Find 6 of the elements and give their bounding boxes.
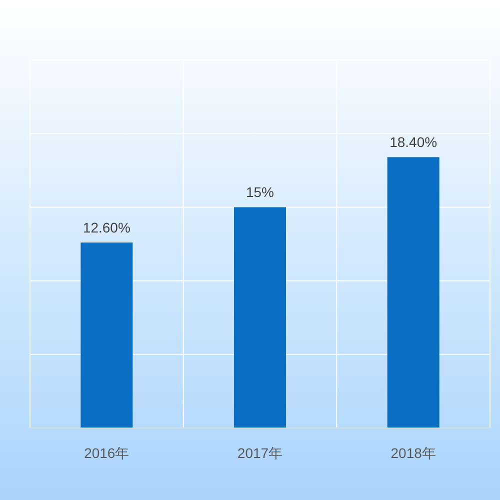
x-tick-label: 2017年: [237, 445, 283, 461]
data-label: 18.40%: [390, 134, 438, 150]
data-label: 15%: [246, 184, 274, 200]
data-label: 12.60%: [82, 220, 130, 236]
x-tick-label: 2016年: [84, 445, 130, 461]
x-tick-label: 2018年: [390, 445, 436, 461]
